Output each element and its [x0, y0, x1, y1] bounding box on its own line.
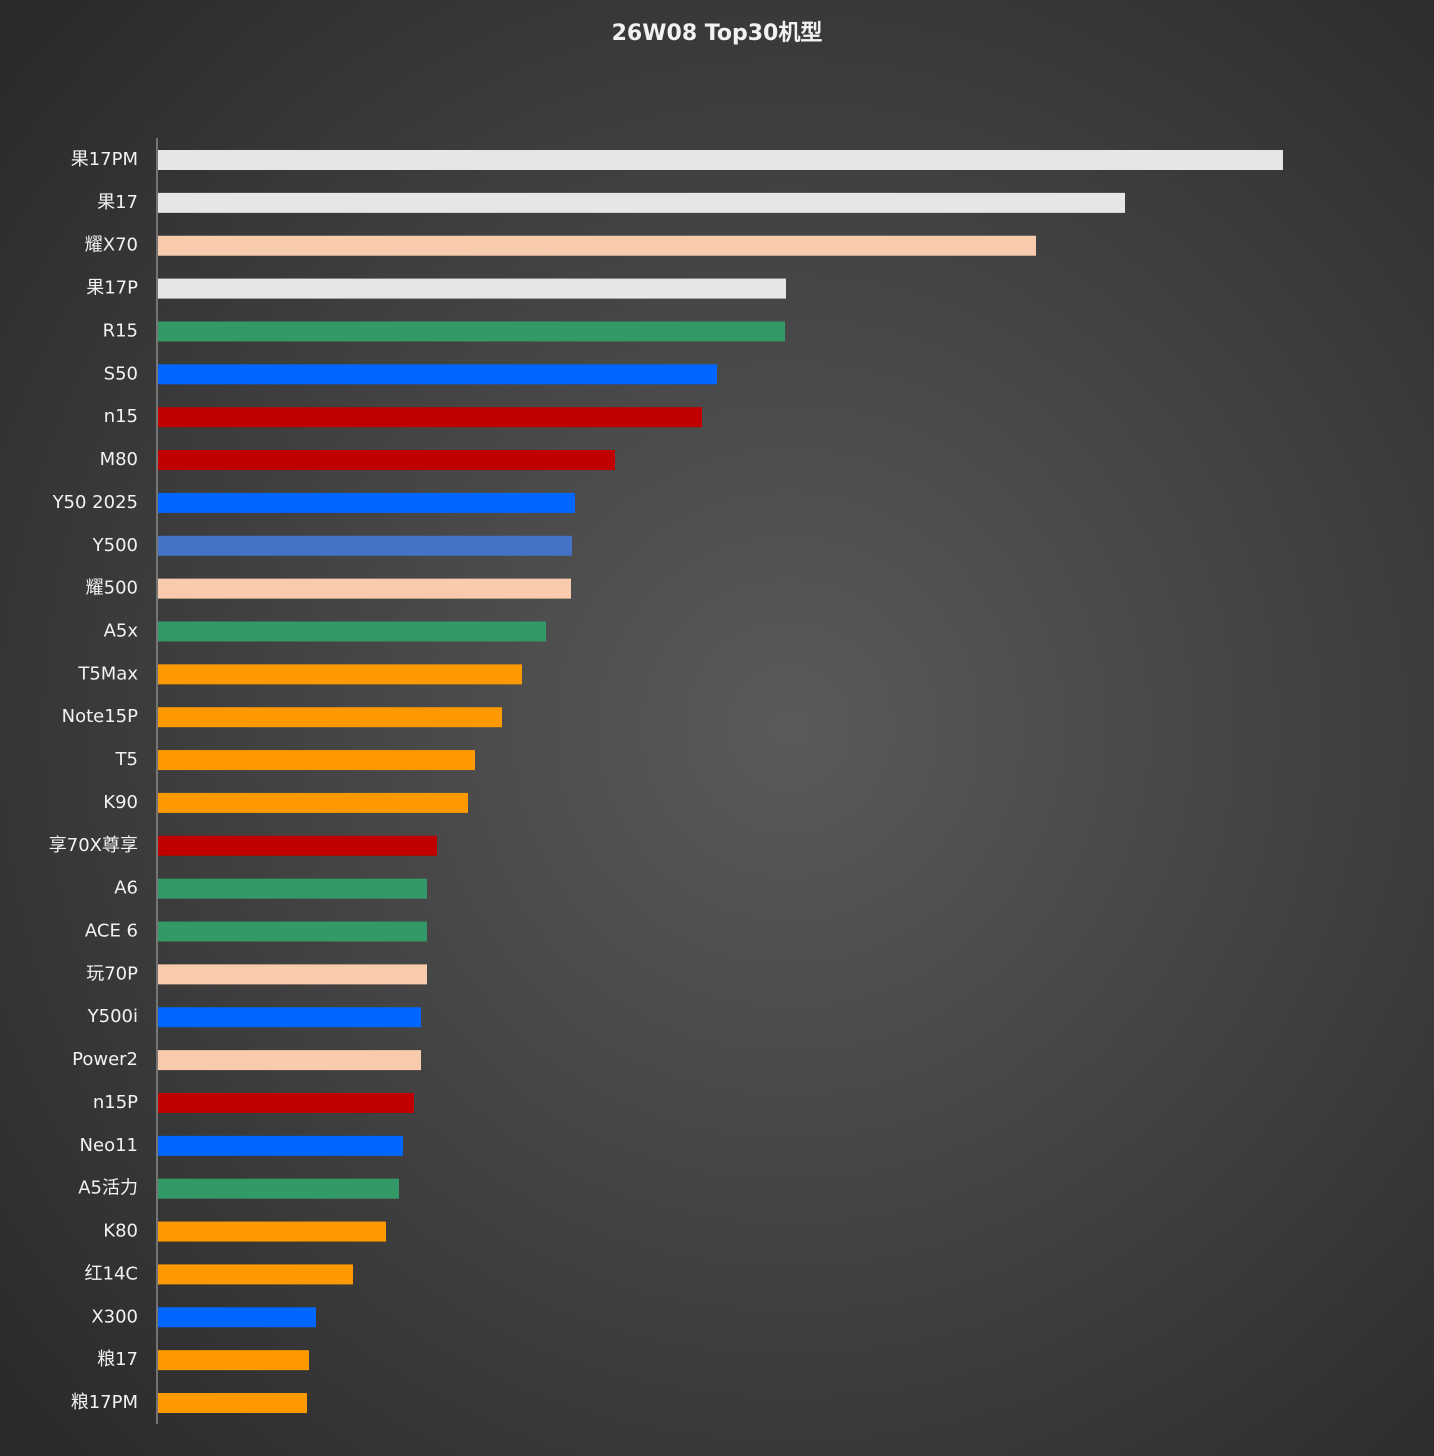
- y-tick-label: 红14C: [85, 1263, 138, 1284]
- bar: [158, 878, 427, 899]
- bar: [158, 578, 571, 599]
- bar: [158, 492, 575, 513]
- y-tick-label: S50: [104, 363, 138, 384]
- bar: [158, 921, 427, 942]
- y-tick-label: Y50 2025: [52, 492, 138, 513]
- bar: [158, 1007, 421, 1028]
- bar: [158, 450, 615, 471]
- y-tick-label: Y500i: [87, 1006, 138, 1027]
- bar: [158, 1092, 414, 1113]
- y-tick-label: 果17P: [86, 278, 138, 299]
- y-tick-label: 耀X70: [85, 235, 138, 256]
- y-tick-label: 玩70P: [86, 963, 138, 984]
- bar: [158, 707, 502, 728]
- bar: [158, 407, 702, 428]
- bar: [158, 1178, 399, 1199]
- bar: [158, 621, 546, 642]
- y-tick-label: 粮17: [97, 1349, 138, 1370]
- y-tick-label: K80: [103, 1221, 138, 1242]
- y-tick-label: R15: [103, 320, 138, 341]
- y-tick-label: X300: [91, 1306, 138, 1327]
- y-tick-label: 果17PM: [71, 149, 138, 170]
- bar: [158, 192, 1125, 213]
- y-tick-label: A5活力: [78, 1178, 138, 1199]
- bar: [158, 835, 437, 856]
- bar: [158, 792, 468, 813]
- y-tick-label: M80: [100, 449, 138, 470]
- bar: [158, 321, 785, 342]
- bar: [158, 1307, 316, 1328]
- bar: [158, 1221, 386, 1242]
- y-tick-label: T5Max: [77, 663, 138, 684]
- y-tick-label: ACE 6: [85, 921, 138, 942]
- bar: [158, 1135, 403, 1156]
- y-tick-label: n15P: [93, 1092, 138, 1113]
- bar: [158, 235, 1036, 256]
- bar: [158, 1264, 353, 1285]
- bar: [158, 364, 717, 385]
- bar: [158, 750, 475, 771]
- y-tick-label: T5: [115, 749, 138, 770]
- y-tick-label: 耀500: [86, 578, 138, 599]
- y-tick-label: K90: [103, 792, 138, 813]
- y-tick-label: Neo11: [80, 1135, 138, 1156]
- y-tick-label: Power2: [72, 1049, 138, 1070]
- bar: [158, 535, 572, 556]
- bar: [158, 1393, 307, 1413]
- y-tick-label: A5x: [104, 620, 139, 641]
- y-tick-label: Y500: [92, 535, 138, 556]
- chart-title: 26W08 Top30机型: [612, 21, 823, 46]
- y-tick-label: 享70X尊享: [49, 835, 138, 856]
- y-tick-label: 粮17PM: [71, 1392, 138, 1413]
- bar: [158, 1050, 421, 1071]
- bar: [158, 1350, 309, 1371]
- bar: [158, 150, 1283, 170]
- bar: [158, 664, 522, 685]
- y-tick-label: 果17: [97, 192, 138, 213]
- y-tick-label: n15: [104, 406, 138, 427]
- bar: [158, 278, 786, 299]
- bar: [158, 964, 427, 985]
- y-tick-label: A6: [114, 878, 138, 899]
- y-tick-label: Note15P: [62, 706, 139, 727]
